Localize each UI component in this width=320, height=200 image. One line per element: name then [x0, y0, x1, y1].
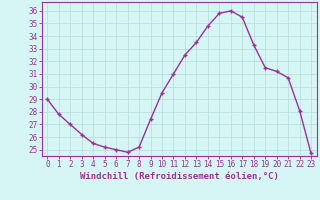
X-axis label: Windchill (Refroidissement éolien,°C): Windchill (Refroidissement éolien,°C)	[80, 172, 279, 181]
